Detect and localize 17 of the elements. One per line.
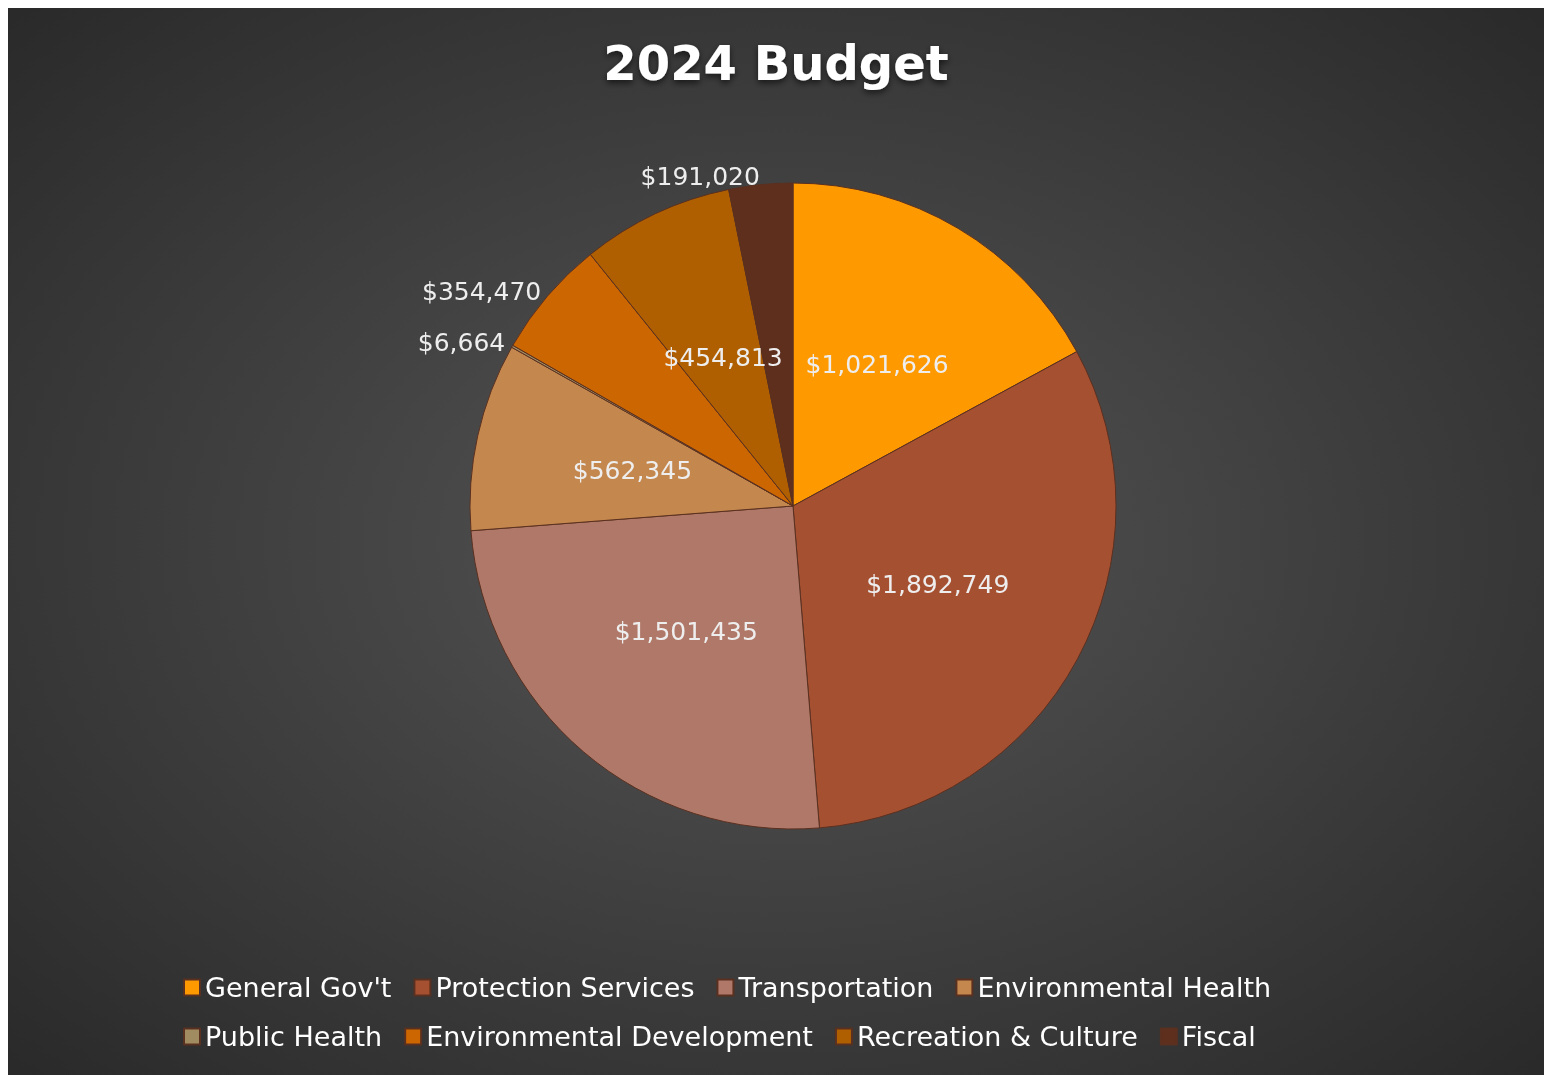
data-label: $1,501,435 (614, 616, 758, 646)
legend-label: Environmental Development (426, 1021, 813, 1052)
legend-label: Public Health (205, 1021, 383, 1052)
data-label: $1,892,749 (866, 569, 1010, 599)
legend-label: General Gov't (205, 972, 392, 1003)
legend-label: Recreation & Culture (856, 1021, 1138, 1052)
legend-label: Transportation (737, 972, 934, 1003)
data-label: $454,813 (663, 342, 783, 372)
data-label: $6,664 (417, 327, 506, 357)
chart-title: 2024 Budget (603, 35, 949, 91)
legend-label: Protection Services (435, 972, 695, 1003)
data-label: $562,345 (572, 455, 693, 485)
legend-label: Environmental Health (977, 972, 1272, 1003)
data-label: $191,020 (640, 162, 760, 192)
data-label: $1,021,626 (805, 350, 949, 380)
data-label: $354,470 (421, 276, 542, 306)
legend-label: Fiscal (1181, 1021, 1256, 1052)
